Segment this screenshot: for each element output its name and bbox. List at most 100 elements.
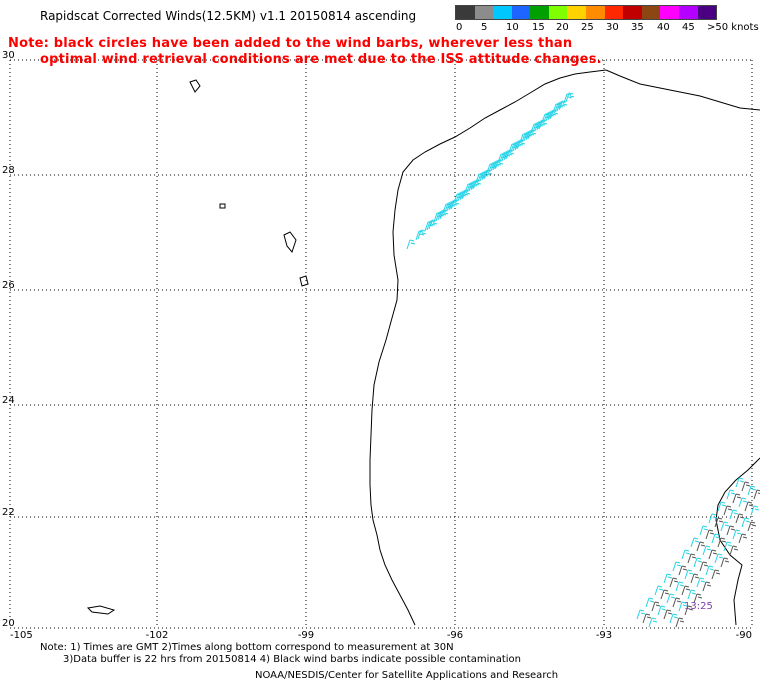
wind-barb: [702, 545, 712, 556]
wind-barb: [741, 517, 751, 528]
scale-swatch: [641, 6, 661, 19]
island-1: [189, 79, 201, 93]
longitude-label: -105: [10, 630, 33, 641]
wind-barb: [681, 585, 691, 596]
wind-barb: [663, 573, 673, 584]
wind-barb: [750, 505, 760, 516]
wind-barb: [753, 489, 760, 500]
wind-barb: [699, 525, 709, 536]
wind-barb: [672, 597, 682, 608]
wind-barb: [558, 100, 568, 111]
wind-barb: [708, 513, 718, 524]
longitude-label: -102: [146, 630, 169, 641]
longitude-label: -90: [736, 630, 752, 641]
wind-barb: [747, 485, 757, 496]
wind-barb: [516, 139, 526, 150]
wind-barb: [717, 537, 727, 548]
wind-barb: [723, 505, 733, 516]
gridlines: [9, 59, 753, 629]
island-5: [219, 203, 226, 209]
wind-barb: [699, 561, 709, 572]
scale-label: 10: [506, 22, 519, 33]
wind-barb: [636, 609, 646, 620]
wind-barb: [720, 557, 730, 568]
wind-barb: [684, 605, 694, 616]
wind-barb: [439, 209, 449, 220]
wind-barb: [494, 159, 504, 170]
longitude-label: -99: [298, 630, 314, 641]
wind-barb: [723, 541, 733, 552]
latitude-label: 26: [2, 280, 15, 291]
wind-barb: [708, 549, 718, 560]
time-annotation: 13:25: [684, 601, 713, 612]
scale-label: 25: [581, 22, 594, 33]
wind-barb: [428, 219, 438, 230]
wind-barb: [720, 521, 730, 532]
scale-swatch: [623, 6, 642, 19]
wind-barbs: [406, 92, 760, 628]
footer-note-1: Note: 1) Times are GMT 2)Times along bot…: [40, 642, 454, 653]
yucatan-coast: [715, 457, 760, 626]
latitude-label: 28: [2, 165, 15, 176]
wind-barb: [732, 493, 742, 504]
wind-barb: [417, 229, 427, 240]
scale-label: >50 knots: [707, 22, 759, 33]
note-line-1: Note: black circles have been added to t…: [8, 36, 573, 51]
wind-barb: [696, 577, 706, 588]
longitude-label: -93: [596, 630, 612, 641]
wind-barb: [663, 609, 673, 620]
island-3: [299, 275, 309, 287]
wind-barb: [657, 605, 667, 616]
wind-barb: [726, 489, 736, 500]
wind-barb: [729, 545, 739, 556]
scale-label: 5: [481, 22, 488, 33]
wind-barb: [693, 557, 703, 568]
wind-barb: [705, 565, 715, 576]
latitude-label: 20: [2, 618, 15, 629]
scale-swatch: [511, 6, 531, 19]
scale-label: 30: [606, 22, 619, 33]
wind-barb: [690, 573, 700, 584]
louisiana-coast: [605, 69, 760, 111]
scale-label: 35: [631, 22, 644, 33]
coastline: [86, 69, 760, 626]
wind-barb: [406, 239, 416, 250]
wind-barb: [565, 92, 575, 103]
wind-barb: [714, 553, 724, 564]
wind-barb: [669, 577, 679, 588]
wind-barb: [696, 541, 706, 552]
note-line-2: optimal wind retrieval conditions are me…: [40, 52, 602, 67]
wind-barb: [678, 565, 688, 576]
wind-barb: [666, 593, 676, 604]
wind-barb: [642, 613, 652, 624]
wind-barb: [705, 529, 715, 540]
island-4: [86, 605, 116, 615]
wind-barb: [714, 517, 724, 528]
wind-barb: [527, 129, 537, 140]
wind-barb: [672, 561, 682, 572]
wind-barb: [738, 497, 748, 508]
latitude-label: 30: [2, 50, 15, 61]
scale-swatch: [604, 6, 624, 19]
wind-barb: [549, 109, 559, 120]
wind-barb: [738, 533, 748, 544]
wind-speed-color-scale: [455, 5, 717, 20]
scale-swatch: [697, 6, 717, 19]
wind-barb: [681, 549, 691, 560]
wind-barb: [741, 481, 751, 492]
wind-barb: [654, 585, 664, 596]
scale-swatch: [678, 6, 698, 19]
wind-barb: [684, 569, 694, 580]
wind-barb: [472, 179, 482, 190]
wind-barb: [711, 569, 721, 580]
scale-swatch: [474, 6, 494, 19]
wind-barb: [461, 189, 471, 200]
credit: NOAA/NESDIS/Center for Satellite Applica…: [255, 670, 559, 681]
wind-barb: [732, 529, 742, 540]
gulf-coast: [369, 69, 607, 626]
wind-barb: [450, 199, 460, 210]
wind-barb: [690, 537, 700, 548]
scale-swatch: [530, 6, 549, 19]
wind-barb: [660, 589, 670, 600]
